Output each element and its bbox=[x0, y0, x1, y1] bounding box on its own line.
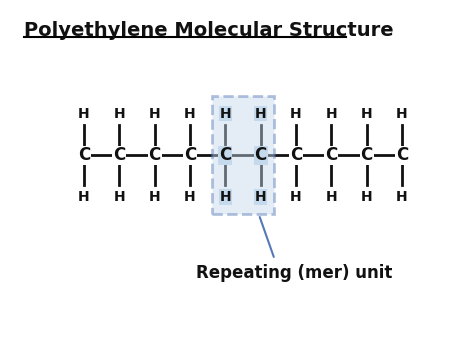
Text: H: H bbox=[78, 190, 90, 204]
Text: Repeating (mer) unit: Repeating (mer) unit bbox=[196, 264, 392, 282]
Text: H: H bbox=[113, 190, 125, 204]
Text: H: H bbox=[361, 107, 373, 121]
Bar bbox=[212, 97, 274, 214]
Text: C: C bbox=[325, 146, 337, 164]
Text: C: C bbox=[290, 146, 302, 164]
Text: H: H bbox=[219, 190, 231, 204]
Text: H: H bbox=[255, 107, 266, 121]
Text: H: H bbox=[149, 107, 160, 121]
Text: H: H bbox=[78, 107, 90, 121]
Text: H: H bbox=[184, 190, 196, 204]
Text: H: H bbox=[290, 190, 302, 204]
Text: H: H bbox=[219, 107, 231, 121]
Text: C: C bbox=[184, 146, 196, 164]
Text: Polyethylene Molecular Structure: Polyethylene Molecular Structure bbox=[24, 21, 393, 40]
Text: C: C bbox=[78, 146, 90, 164]
Text: H: H bbox=[113, 107, 125, 121]
Text: C: C bbox=[113, 146, 126, 164]
Text: H: H bbox=[149, 190, 160, 204]
Text: H: H bbox=[290, 107, 302, 121]
Text: C: C bbox=[219, 146, 231, 164]
Text: H: H bbox=[326, 107, 337, 121]
Text: H: H bbox=[326, 190, 337, 204]
Text: H: H bbox=[396, 107, 408, 121]
Text: C: C bbox=[360, 146, 373, 164]
Text: H: H bbox=[184, 107, 196, 121]
Text: H: H bbox=[255, 190, 266, 204]
Text: C: C bbox=[148, 146, 161, 164]
Text: H: H bbox=[361, 190, 373, 204]
Text: C: C bbox=[255, 146, 267, 164]
Text: C: C bbox=[396, 146, 408, 164]
Text: H: H bbox=[396, 190, 408, 204]
